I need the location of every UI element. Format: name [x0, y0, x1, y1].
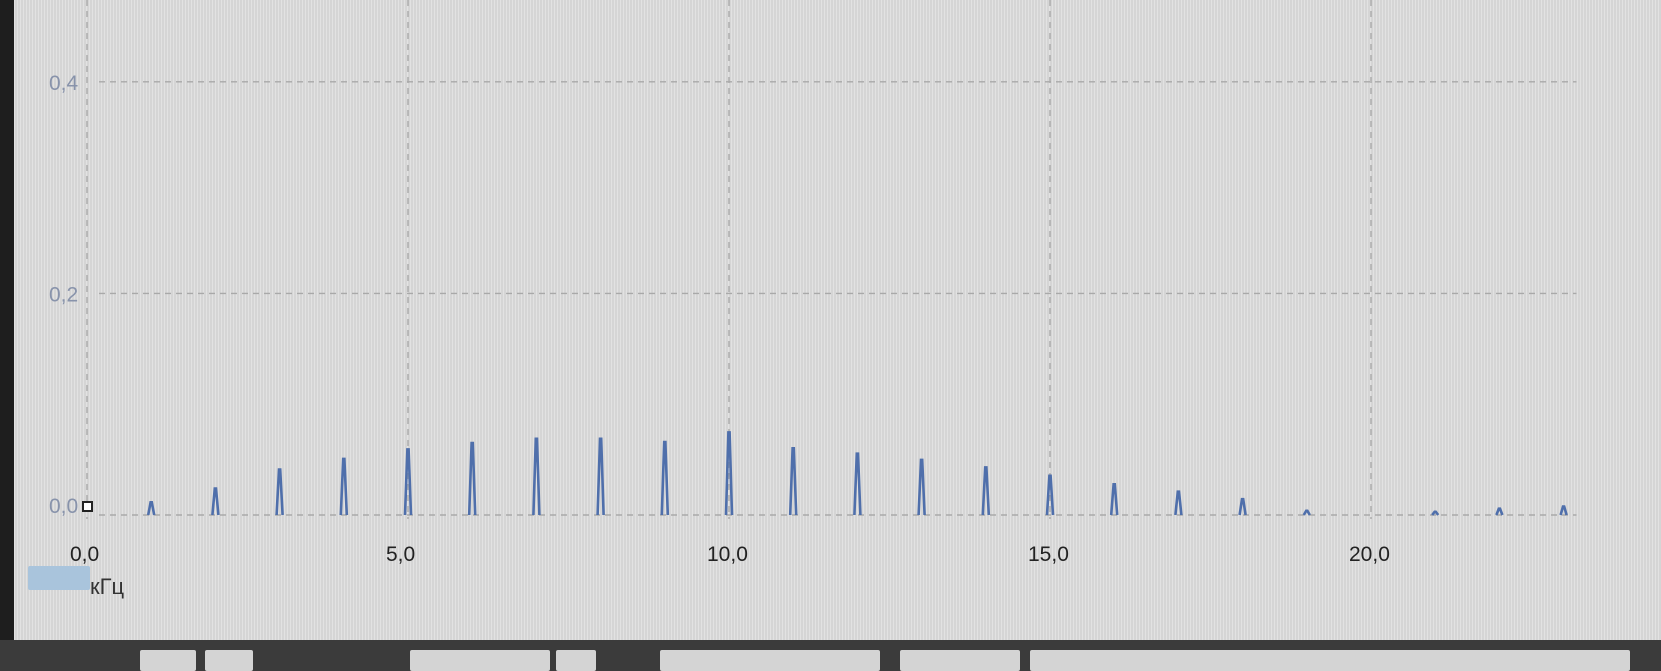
spectrum-chart: 0,0 0,2 0,4 0,0 5,0 10,0 15,0 20,0 кГц [49, 0, 1577, 599]
taskbar-button[interactable] [556, 650, 596, 671]
spectrum-spike [1559, 505, 1568, 516]
spectrum-spike [1302, 509, 1311, 516]
x-tick-label: 5,0 [386, 543, 415, 566]
spectrum-spike [1045, 474, 1055, 516]
spectrum-spike [211, 487, 220, 516]
y-tick-label: 0,4 [49, 72, 79, 95]
y-tick-label: 0,0 [49, 495, 78, 518]
taskbar-button[interactable] [410, 650, 550, 671]
taskbar-button[interactable] [660, 650, 880, 671]
taskbar-app-icon[interactable] [140, 650, 196, 671]
spectrum-chart-area: 0,0 0,2 0,4 0,0 5,0 10,0 15,0 20,0 кГц [14, 0, 1661, 640]
spectrum-spike [532, 437, 541, 516]
spectrum-spike [1238, 497, 1247, 516]
y-tick-label: 0,2 [49, 283, 78, 306]
spectrum-spike [660, 440, 670, 516]
spectrum-spike [467, 441, 477, 516]
taskbar [0, 640, 1661, 671]
x-tick-label: 20,0 [1349, 543, 1390, 566]
status-chip [28, 566, 90, 590]
spectrum-spike [339, 457, 349, 516]
spectrum-spike [1431, 510, 1440, 516]
spectrum-spike [403, 448, 413, 516]
taskbar-app-icon[interactable] [205, 650, 253, 671]
spectrum-spike [146, 501, 156, 516]
x-tick-label: 0,0 [70, 543, 99, 566]
spectrum-spike [1495, 507, 1504, 516]
spectrum-spike [1174, 490, 1183, 516]
taskbar-button[interactable] [1030, 650, 1630, 671]
spectrum-spike [1109, 483, 1119, 516]
x-axis-unit-label: кГц [90, 574, 125, 599]
spectrum-spike [788, 447, 798, 516]
origin-marker [82, 501, 93, 512]
spectrum-spike [981, 466, 991, 516]
spectrum-spike [853, 452, 862, 516]
monitor-bezel [0, 0, 14, 671]
spectrum-spike [275, 468, 284, 516]
spectrum-spike [596, 437, 605, 516]
x-tick-label: 10,0 [707, 543, 748, 566]
spectrum-spike [917, 458, 926, 516]
taskbar-button[interactable] [900, 650, 1020, 671]
spectrum-spike [724, 431, 734, 516]
x-tick-label: 15,0 [1028, 543, 1069, 566]
